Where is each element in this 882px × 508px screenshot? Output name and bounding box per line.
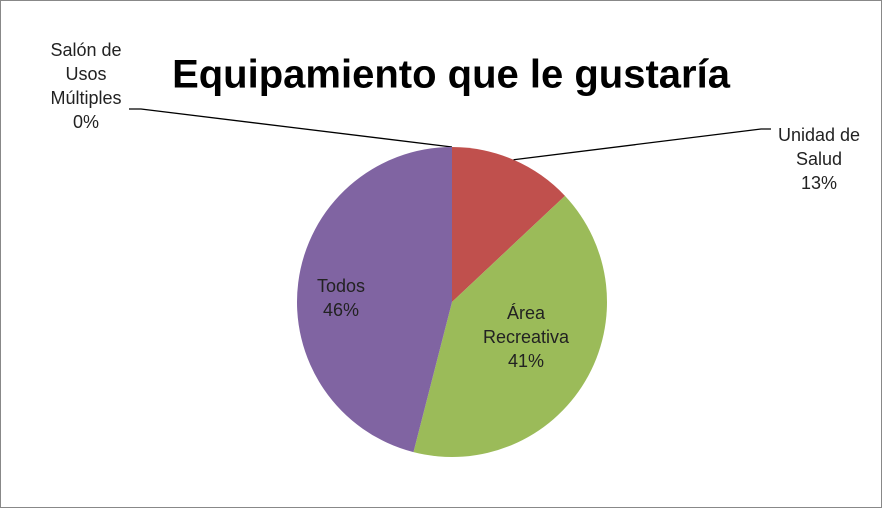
data-label: Todos 46% [301, 274, 381, 322]
pie-slice [452, 147, 565, 302]
value-label: 0% [72, 112, 99, 132]
pie-slice [296, 147, 452, 453]
category-label: Área Recreativa [482, 303, 570, 347]
leader-line [129, 108, 453, 148]
category-label: Salón de Usos Múltiples [50, 40, 122, 108]
data-label: Salón de Usos Múltiples 0% [36, 38, 136, 134]
value-label: 41% [507, 351, 545, 371]
chart-title: Equipamiento que le gustaría [172, 53, 731, 97]
category-label: Todos [316, 276, 366, 296]
value-label: 13% [800, 173, 838, 193]
data-label: Área Recreativa 41% [471, 301, 581, 373]
leader-line [513, 128, 771, 161]
category-label: Unidad de Salud [777, 125, 861, 169]
data-label: Unidad de Salud 13% [762, 123, 877, 195]
value-label: 46% [322, 300, 360, 320]
pie-slice [413, 195, 607, 457]
